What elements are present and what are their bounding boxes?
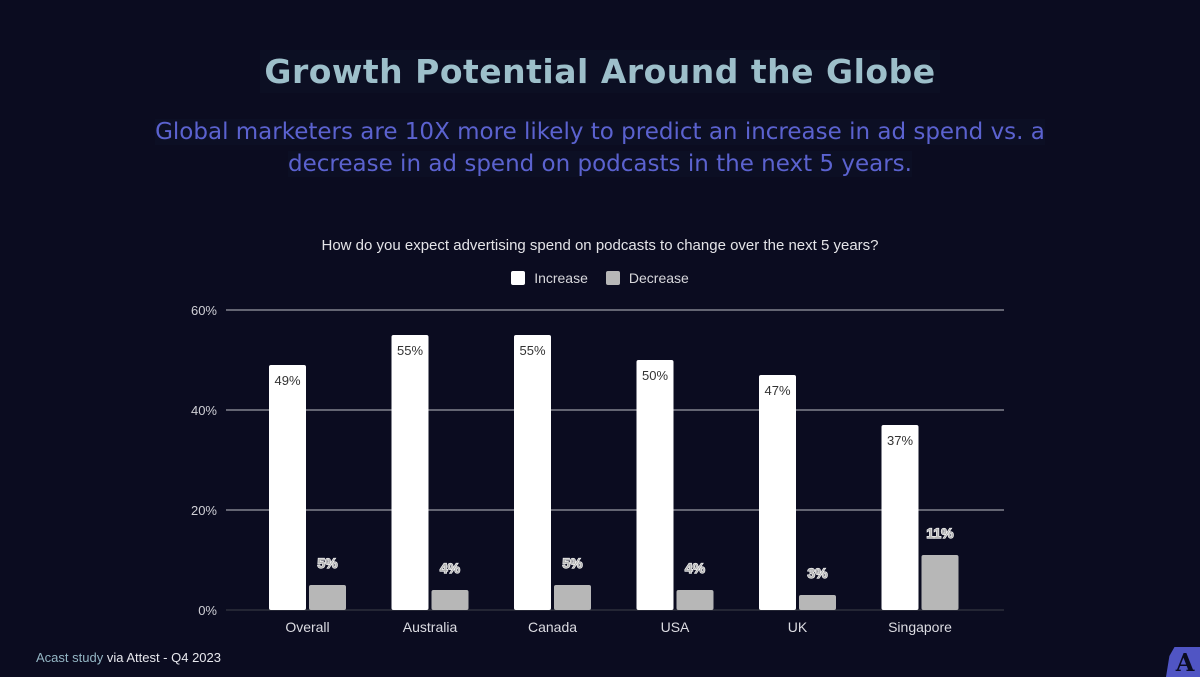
- data-label-decrease: 4%: [440, 560, 461, 576]
- data-label-decrease: 3%: [807, 565, 828, 581]
- bar-increase: [269, 365, 306, 610]
- x-tick-label: USA: [661, 619, 690, 635]
- data-label-decrease: 5%: [317, 555, 338, 571]
- bar-decrease: [921, 555, 959, 610]
- y-tick-label: 40%: [191, 403, 217, 418]
- y-tick-label: 0%: [198, 603, 217, 618]
- legend-label-increase: Increase: [534, 270, 588, 286]
- source-note: Acast study via Attest - Q4 2023: [36, 650, 221, 665]
- page-title-wrap: Growth Potential Around the Globe: [0, 50, 1200, 93]
- bar-increase: [514, 335, 551, 610]
- x-tick-label: Singapore: [888, 619, 952, 635]
- y-tick-label: 20%: [191, 503, 217, 518]
- data-label-decrease: 4%: [685, 560, 706, 576]
- data-label-increase: 49%: [274, 373, 300, 388]
- data-label-decrease: 5%: [562, 555, 583, 571]
- bar-increase: [881, 425, 919, 610]
- data-label-increase: 55%: [519, 343, 545, 358]
- bar-increase: [391, 335, 429, 610]
- bar-decrease: [554, 585, 591, 610]
- x-tick-label: UK: [788, 619, 808, 635]
- chart-title: How do you expect advertising spend on p…: [321, 237, 879, 254]
- legend-item-increase: Increase: [511, 270, 588, 286]
- y-tick-label: 60%: [191, 303, 217, 318]
- x-tick-label: Canada: [528, 619, 577, 635]
- bar-increase: [759, 375, 796, 610]
- data-label-increase: 55%: [397, 343, 423, 358]
- bar-increase: [636, 360, 674, 610]
- data-label-increase: 50%: [642, 368, 668, 383]
- source-study: Acast study: [36, 650, 104, 665]
- legend-swatch-decrease: [605, 271, 620, 285]
- x-tick-label: Overall: [285, 619, 329, 635]
- legend-label-decrease: Decrease: [628, 270, 689, 286]
- data-label-decrease: 11%: [926, 525, 954, 541]
- chart-legend: Increase Decrease: [0, 270, 1200, 286]
- page-title: Growth Potential Around the Globe: [260, 50, 940, 93]
- x-tick-label: Australia: [403, 619, 458, 635]
- legend-swatch-increase: [511, 271, 526, 285]
- bar-decrease: [676, 590, 714, 610]
- data-label-increase: 47%: [764, 383, 790, 398]
- bar-decrease: [799, 595, 836, 610]
- bar-decrease: [431, 590, 469, 610]
- page-subtitle-wrap: Global marketers are 10X more likely to …: [130, 116, 1070, 180]
- bar-decrease: [309, 585, 346, 610]
- logo-letter: A: [1175, 648, 1195, 677]
- data-label-increase: 37%: [887, 433, 913, 448]
- source-via: via Attest - Q4 2023: [103, 650, 221, 665]
- legend-item-decrease: Decrease: [605, 270, 689, 286]
